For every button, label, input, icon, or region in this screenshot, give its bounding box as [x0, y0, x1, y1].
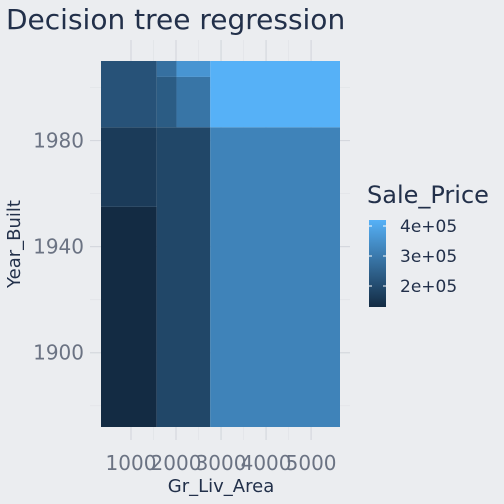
- tree-region: [156, 61, 177, 77]
- legend-ticks: 2e+05 3e+05 4e+05: [369, 217, 457, 297]
- tree-region: [101, 61, 157, 128]
- legend: Sale_Price 2e+05 3e+05 4e+05: [367, 181, 489, 307]
- tree-regions: [101, 61, 340, 427]
- y-tick-labels: 1900 1940 1980: [33, 129, 84, 365]
- tree-region: [156, 76, 177, 128]
- legend-title: Sale_Price: [367, 181, 489, 209]
- tree-region: [101, 206, 157, 427]
- legend-color-bar: [369, 220, 386, 307]
- y-tick-label: 1980: [33, 129, 84, 153]
- y-axis-title: Year_Built: [4, 200, 25, 289]
- y-tick-label: 1900: [33, 341, 84, 365]
- y-tick-label: 1940: [33, 235, 84, 259]
- tree-region: [101, 127, 157, 207]
- legend-label: 4e+05: [400, 217, 457, 237]
- tree-region: [176, 76, 211, 128]
- x-tick-label: 2000: [151, 451, 202, 475]
- x-axis-title: Gr_Liv_Area: [168, 476, 274, 497]
- chart-title: Decision tree regression: [6, 3, 345, 36]
- legend-label: 3e+05: [400, 247, 457, 267]
- tree-region: [210, 61, 340, 128]
- x-tick-label: 4000: [241, 451, 292, 475]
- x-tick-label: 1000: [106, 451, 157, 475]
- x-tick-label: 3000: [196, 451, 247, 475]
- tree-region: [156, 127, 211, 427]
- legend-label: 2e+05: [400, 277, 457, 297]
- tree-region: [210, 127, 340, 427]
- tree-region: [176, 61, 211, 77]
- x-tick-label: 5000: [286, 451, 337, 475]
